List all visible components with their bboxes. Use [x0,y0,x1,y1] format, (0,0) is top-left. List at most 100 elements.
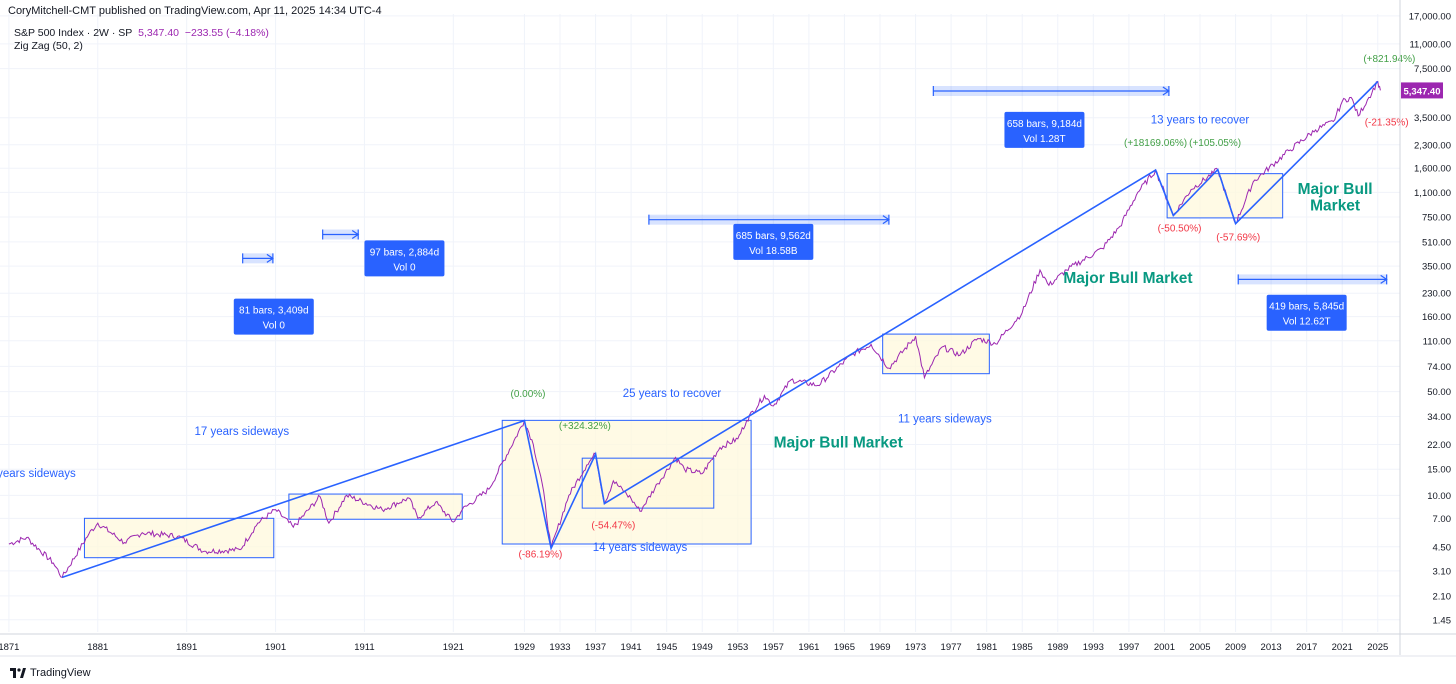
zigzag-line [61,80,1379,579]
y-tick-label: 15.00 [1427,465,1451,476]
x-tick-label: 1957 [763,642,784,653]
measure-info-bars: 419 bars, 5,845d [1269,302,1344,313]
y-tick-label: 34.00 [1427,412,1451,423]
x-tick-label: 1891 [176,642,197,653]
y-tick-label: 17,000.00 [1409,11,1451,22]
annotation-text: 17 years sideways [194,426,289,438]
x-tick-label: 1929 [514,642,535,653]
x-tick-label: 2005 [1189,642,1210,653]
y-tick-label: 1,600.00 [1414,164,1451,175]
y-tick-label: 50.00 [1427,387,1451,398]
x-tick-label: 1921 [443,642,464,653]
measure-info-box [1004,111,1085,148]
y-tick-label: 74.00 [1427,362,1451,373]
x-tick-label: 1945 [656,642,677,653]
x-tick-label: 1953 [727,642,748,653]
x-tick-label: 1933 [549,642,570,653]
measure-info-box [233,298,314,335]
measure-info-box [1266,294,1347,331]
y-tick-label: 160.00 [1422,312,1451,323]
bull-market-label: Major Bull Market [774,435,903,452]
indicator-legend: Zig Zag (50, 2) [14,40,83,52]
x-tick-label: 2021 [1332,642,1353,653]
arrow-right-icon [1162,86,1170,96]
x-tick-label: 2025 [1367,642,1388,653]
x-tick-label: 1937 [585,642,606,653]
measure-info-box [364,240,445,277]
legend-change: −233.55 (−4.18%) [184,27,269,39]
measure-info-volume: Vol 0 [393,262,416,273]
last-price-label: 5,347.40 [1404,86,1441,97]
y-tick-label: 11,000.00 [1409,39,1451,50]
measure-info-volume: Vol 12.62T [1283,317,1331,328]
measure-info-volume: Vol 18.58B [749,246,798,257]
x-tick-label: 1949 [692,642,713,653]
annotation-text: 25 years to recover [623,388,722,400]
x-tick-label: 1973 [905,642,926,653]
tradingview-logo-icon [10,668,26,678]
axes: 1871 1881 1891 1901 1911 1921 1929 1933 1937 1941… [0,0,1456,657]
zigzag-percent-label: (-57.69%) [1216,233,1260,244]
sideways-range-box [1166,173,1284,219]
x-tick-label: 1881 [87,642,108,653]
zigzag-percent-label: (+18169.06%) [1124,138,1187,149]
last-price-marker [1401,82,1443,99]
zigzag-percent-label: (-54.47%) [591,520,635,531]
x-tick-label: 1977 [941,642,962,653]
tradingview-brand: TradingView [10,667,91,679]
annotation-text: 21 years sideways [0,468,76,480]
x-tick-label: 2017 [1296,642,1317,653]
x-tick-label: 1871 [0,642,19,653]
x-tick-label: 2009 [1225,642,1246,653]
measure-info-box [733,223,814,260]
symbol-name: S&P 500 Index · 2W · SP [14,27,133,39]
y-tick-label: 1,100.00 [1414,188,1451,199]
y-tick-label: 7.00 [1433,514,1452,525]
measure-tools: 81 bars, 3,409d Vol 0 97 bars, 2,884d Vol 0… [233,85,1388,335]
y-tick-label: 110.00 [1423,336,1451,347]
zigzag-percent-label: (+105.05%) [1189,138,1241,149]
measure-info-bars: 81 bars, 3,409d [239,306,309,317]
symbol-legend: S&P 500 Index · 2W · SP 5,347.40 −233.55… [14,27,269,39]
zigzag-percent-label: (-21.35%) [1365,118,1409,129]
x-tick-label: 2013 [1261,642,1282,653]
annotation-text: 13 years to recover [1151,115,1250,127]
x-tick-label: 1997 [1118,642,1139,653]
y-tick-label: 2.10 [1433,591,1452,602]
y-tick-label: 230.00 [1422,289,1451,300]
x-tick-label: 1901 [265,642,286,653]
annotation-text: 11 years sideways [898,413,992,425]
y-tick-label: 22.00 [1427,440,1451,451]
x-tick-label: 1911 [354,642,374,653]
bull-market-label: Market [1310,198,1360,215]
measure-info-bars: 658 bars, 9,184d [1007,119,1082,130]
measure-info-bars: 97 bars, 2,884d [370,247,440,258]
x-tick-label: 2001 [1154,642,1175,653]
x-tick-label: 1969 [869,642,890,653]
sideways-range-box [882,333,990,375]
y-tick-label: 3,500.00 [1414,113,1451,124]
zigzag-series [61,80,1379,579]
x-tick-label: 1981 [976,642,997,653]
measure-info-volume: Vol 0 [263,321,286,332]
y-tick-label: 7,500.00 [1414,64,1451,75]
zigzag-percent-label: (0.00%) [510,389,545,400]
y-tick-label: 1.45 [1433,615,1452,626]
range-boxes [83,173,1284,559]
y-tick-label: 750.00 [1422,213,1451,224]
publisher-line: CoryMitchell-CMT published on TradingVie… [8,5,382,17]
arrow-right-icon [1380,274,1388,284]
annotations: 21 years sideways 17 years sideways 25 yea… [0,54,1415,561]
y-tick-label: 2,300.00 [1414,140,1451,151]
bull-market-label: Major Bull Market [1063,270,1192,287]
y-tick-label: 3.10 [1433,566,1452,577]
x-tick-label: 1989 [1047,642,1068,653]
zigzag-percent-label: (-50.50%) [1158,223,1202,234]
arrow-right-icon [266,253,274,263]
y-tick-label: 510.00 [1422,237,1451,248]
y-tick-label: 350.00 [1422,262,1451,273]
price-series [8,80,1381,579]
x-tick-label: 1941 [621,642,642,653]
zigzag-percent-label: (-86.19%) [518,550,562,561]
